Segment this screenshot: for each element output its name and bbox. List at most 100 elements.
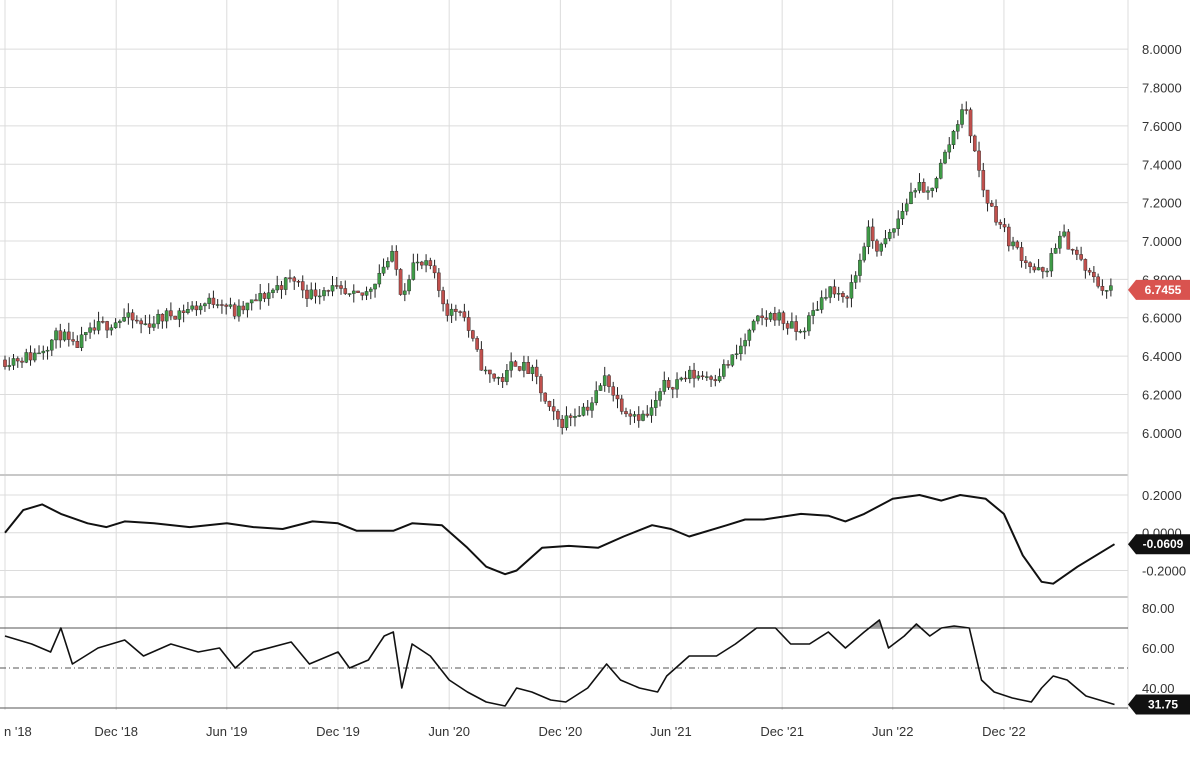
candlestick <box>130 309 135 329</box>
candlestick <box>54 327 58 349</box>
candlestick <box>564 406 569 431</box>
candlestick <box>169 302 173 321</box>
candlestick <box>84 332 88 342</box>
candlestick <box>32 348 37 363</box>
candlestick <box>705 371 709 381</box>
candlestick <box>237 299 241 322</box>
candlestick <box>377 264 382 288</box>
candlestick <box>1087 267 1092 276</box>
candlestick <box>3 355 7 370</box>
candlestick <box>751 319 756 333</box>
candlestick <box>194 301 199 316</box>
candlestick <box>1079 246 1083 262</box>
candlestick <box>67 322 71 347</box>
candlestick <box>696 371 701 381</box>
rsi-last-value-tag: 31.75 <box>1128 694 1190 715</box>
oscillator-last-value-tag-text: -0.0609 <box>1143 537 1184 551</box>
candlestick <box>88 322 92 339</box>
candlestick <box>403 283 407 302</box>
candlestick <box>283 277 288 296</box>
candlestick <box>866 220 871 255</box>
candlestick <box>560 415 564 435</box>
vertical-grid <box>4 0 1005 710</box>
price-panel <box>3 101 1113 435</box>
candlestick <box>841 291 845 303</box>
y-axis-tick-label: 6.6000 <box>1142 311 1182 326</box>
candlestick <box>300 275 305 299</box>
candlestick <box>296 279 301 287</box>
x-axis-tick-label: Dec '21 <box>760 724 804 739</box>
rsi-last-value-tag-text: 31.75 <box>1148 698 1178 712</box>
x-axis-tick-label: Dec '18 <box>94 724 138 739</box>
candlestick <box>513 360 518 367</box>
candlestick <box>539 373 543 402</box>
candlestick <box>373 283 377 298</box>
candlestick <box>509 352 513 378</box>
candlestick <box>887 228 892 242</box>
candlestick <box>71 331 75 346</box>
candlestick <box>921 178 926 193</box>
candlestick <box>666 377 671 390</box>
candlestick <box>441 286 445 312</box>
candlestick <box>858 253 862 283</box>
candlestick <box>305 284 309 307</box>
x-axis-tick-label: n '18 <box>4 724 32 739</box>
y-axis-tick-label: 7.2000 <box>1142 196 1182 211</box>
candlestick <box>445 299 450 322</box>
candlestick <box>1075 246 1079 261</box>
candlestick <box>24 348 29 364</box>
candlestick <box>547 400 552 411</box>
candlestick <box>390 245 394 263</box>
candlestick <box>675 372 679 398</box>
candlestick <box>802 327 807 340</box>
candlestick <box>224 303 228 315</box>
candlestick <box>1100 279 1105 296</box>
candlestick <box>207 293 211 310</box>
y-axis-tick-label: 7.0000 <box>1142 234 1182 249</box>
candlestick <box>645 405 650 418</box>
x-axis-tick-label: Jun '19 <box>206 724 248 739</box>
y-axis-tick-label: 6.4000 <box>1142 349 1182 364</box>
candlestick <box>479 341 484 371</box>
candlestick <box>760 308 764 326</box>
candlestick <box>662 371 667 395</box>
candlestick <box>790 312 794 329</box>
candlestick <box>1036 259 1041 271</box>
candlestick <box>113 318 118 329</box>
candlestick <box>798 329 803 334</box>
candlestick <box>215 299 220 309</box>
candlestick <box>258 284 262 310</box>
candlestick <box>309 282 314 301</box>
candlestick <box>334 276 339 290</box>
candlestick <box>360 292 365 301</box>
candlestick <box>807 312 811 336</box>
candlestick <box>926 186 930 200</box>
x-axis-tick-label: Dec '20 <box>539 724 583 739</box>
candlestick <box>756 314 760 325</box>
candlestick <box>317 289 322 305</box>
candlestick <box>913 188 918 198</box>
candlestick <box>143 314 148 326</box>
candlestick <box>1053 243 1058 254</box>
candlestick <box>824 288 828 301</box>
candlestick <box>917 173 922 194</box>
candlestick <box>432 259 437 279</box>
candlestick <box>126 303 131 325</box>
candlestick <box>92 319 97 335</box>
candlestick <box>964 101 969 115</box>
candlestick <box>551 398 556 421</box>
candlestick <box>462 303 467 322</box>
candlestick <box>220 299 224 314</box>
candlestick <box>607 374 611 393</box>
candlestick <box>466 310 471 338</box>
rsi-overbought-fill <box>5 620 1115 628</box>
candlestick <box>156 309 160 329</box>
candlestick <box>330 276 335 297</box>
candlestick <box>75 335 80 348</box>
x-axis-tick-label: Jun '21 <box>650 724 692 739</box>
candlestick <box>101 316 105 324</box>
candlestick <box>934 176 939 193</box>
candlestick <box>909 182 913 205</box>
candlestick <box>381 258 386 276</box>
oscillator-panel <box>4 494 1116 585</box>
